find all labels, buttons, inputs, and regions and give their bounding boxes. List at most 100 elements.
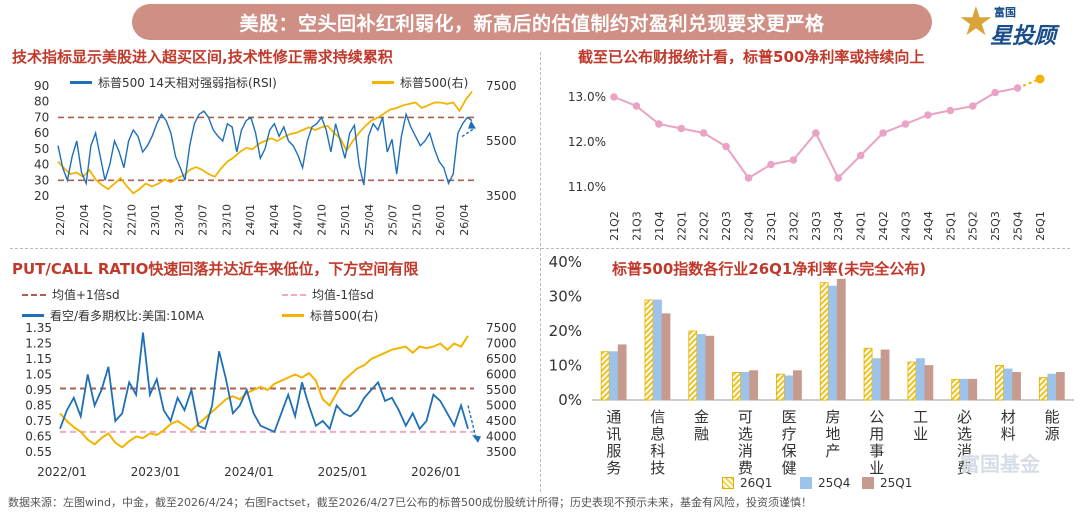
- x-tick: 26/04: [458, 204, 471, 236]
- margin-point: [834, 174, 843, 182]
- y-tick-left: 30: [34, 173, 49, 187]
- source-footnote: 数据来源：左图wind，中金，截至2026/4/24；右图Factset，截至2…: [8, 496, 813, 509]
- sector-bar: [836, 278, 846, 401]
- y-tick-right: 7000: [486, 337, 517, 351]
- sector-bar: [1038, 377, 1048, 401]
- x-tick-char: 料: [1001, 425, 1016, 443]
- margin-point: [901, 120, 910, 128]
- margin-point: [699, 129, 708, 137]
- logo-text-top: 富国: [994, 6, 1016, 19]
- putcall-legend-item: 均值+1倍sd: [22, 286, 120, 303]
- legend-swatch: [22, 293, 46, 296]
- x-tick: 25/10: [410, 204, 423, 236]
- y-tick-right: 6000: [486, 368, 517, 382]
- x-tick: 23Q2: [787, 211, 800, 241]
- margin-point: [968, 102, 977, 110]
- sector-legend-item: 25Q1: [862, 476, 912, 490]
- y-tick-right: 7500: [486, 321, 517, 335]
- y-tick-left: 0.55: [25, 445, 52, 459]
- x-tick: 2026/01: [411, 465, 461, 479]
- x-tick-char: 融: [694, 425, 709, 443]
- sector-bar: [609, 351, 619, 401]
- x-tick: 2023/01: [131, 465, 181, 479]
- x-tick: 22Q4: [743, 211, 756, 241]
- sector-legend-item: 26Q1: [722, 476, 772, 490]
- x-tick-char: 科: [650, 442, 665, 460]
- sector-bar: [661, 313, 671, 401]
- x-tick-char: 信: [650, 408, 665, 426]
- y-tick-right: 7500: [486, 79, 517, 93]
- x-tick-char: 疗: [782, 425, 797, 443]
- sector-bar: [1003, 368, 1013, 401]
- y-tick: 13.0%: [568, 90, 606, 104]
- x-tick-char: 选: [957, 425, 972, 443]
- trend-arrow: [461, 127, 475, 138]
- horizontal-divider: [10, 248, 1070, 249]
- x-tick: 23/10: [220, 204, 233, 236]
- put-call-line: [59, 332, 469, 434]
- y-tick-left: 70: [34, 110, 49, 124]
- sector-bar: [863, 347, 873, 401]
- x-tick: 2022/01: [37, 465, 87, 479]
- sector-bar: [1012, 372, 1021, 401]
- y-tick-left: 50: [34, 142, 49, 156]
- legend-swatch: [800, 477, 812, 489]
- y-tick-left: 40: [34, 158, 49, 172]
- y-tick-left: 1.05: [25, 368, 52, 382]
- x-tick: 25Q4: [1012, 211, 1025, 241]
- legend-label: 26Q1: [740, 476, 773, 490]
- sector-legend-item: 25Q4: [800, 476, 850, 490]
- sector-bar: [995, 365, 1004, 401]
- x-tick-char: 消: [957, 442, 972, 460]
- margin-point: [632, 102, 641, 110]
- x-tick-char: 材: [1001, 408, 1016, 426]
- sector-bar: [828, 285, 838, 401]
- arrow-head: [468, 120, 476, 129]
- x-tick: 23/07: [197, 204, 210, 236]
- sector-bar: [924, 365, 934, 401]
- legend-swatch: [372, 81, 394, 84]
- y-tick-left: 1.35: [25, 321, 52, 335]
- y-tick: 40%: [549, 253, 582, 271]
- x-tick-char: 费: [738, 459, 753, 477]
- sector-bar: [907, 361, 917, 401]
- legend-label: 均值-1倍sd: [312, 288, 374, 302]
- sector-bar: [968, 378, 978, 401]
- legend-label: 标普500(右): [310, 309, 379, 323]
- sector-bar: [1047, 373, 1057, 401]
- x-tick: 24Q4: [922, 211, 935, 241]
- y-tick-right: 3500: [486, 189, 517, 203]
- x-tick: 24/10: [315, 204, 328, 236]
- x-tick-char: 地: [825, 425, 840, 443]
- x-tick: 2025/01: [318, 465, 368, 479]
- x-tick: 25/01: [339, 204, 352, 236]
- x-tick-char: 必: [957, 408, 972, 426]
- x-tick: 23/01: [149, 204, 162, 236]
- x-tick-char: 技: [650, 459, 665, 477]
- x-tick-char: 通: [606, 408, 621, 426]
- legend-swatch: [282, 293, 306, 296]
- x-tick: 22/07: [102, 204, 115, 236]
- y-tick-right: 4500: [486, 414, 517, 428]
- sector-bar: [688, 330, 698, 401]
- x-tick: 25/07: [387, 204, 400, 236]
- sector-bar: [915, 358, 925, 401]
- margin-point: [610, 93, 618, 101]
- legend-label: 标普500(右): [400, 76, 469, 90]
- x-tick-char: 医: [782, 408, 797, 426]
- x-tick: 22Q1: [675, 211, 688, 241]
- x-tick: 21Q2: [608, 211, 621, 241]
- y-tick: 0%: [558, 391, 582, 409]
- x-tick: 26Q1: [1034, 211, 1047, 241]
- sector-bar: [951, 378, 961, 401]
- margin-point: [856, 151, 865, 160]
- sector-bar: [705, 335, 715, 401]
- y-tick-left: 0.65: [25, 430, 52, 444]
- spx-line: [59, 335, 469, 449]
- rsi-legend-item: 标普500 14天相对强弱指标(RSI): [70, 74, 277, 91]
- x-tick-char: 能: [1045, 408, 1060, 426]
- margin-point: [879, 129, 887, 137]
- margin-point: [789, 156, 798, 164]
- margin-point: [1035, 74, 1045, 84]
